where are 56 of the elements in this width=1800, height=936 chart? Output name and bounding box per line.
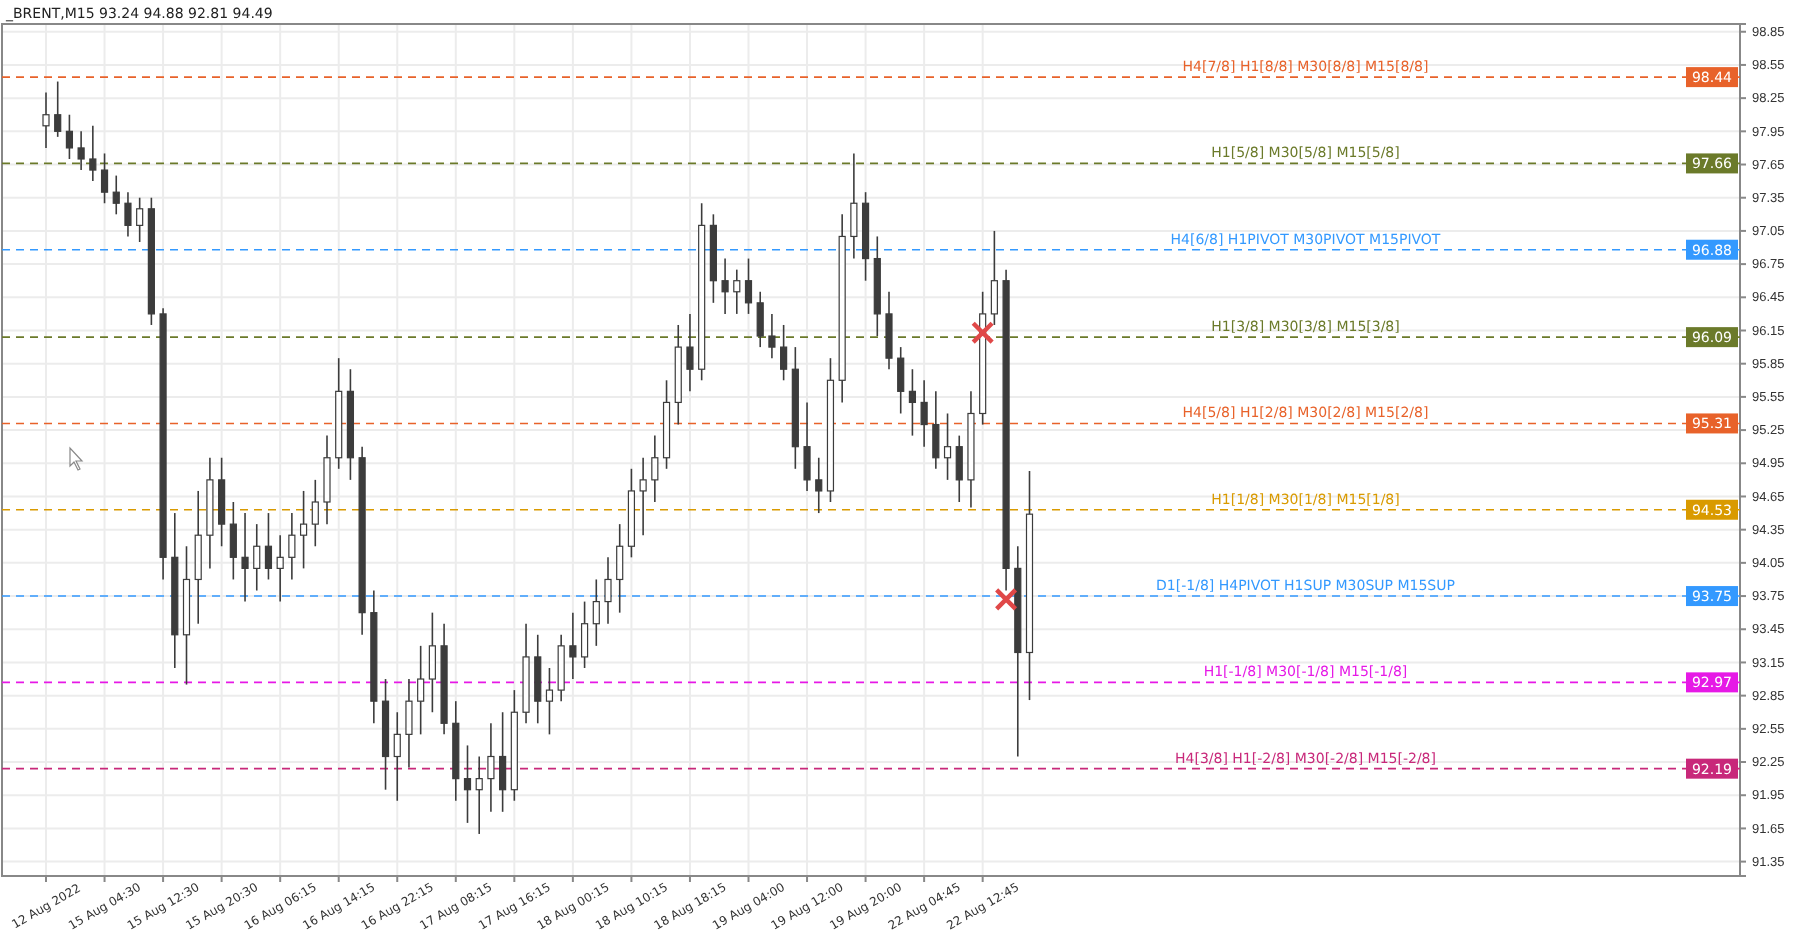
candlestick xyxy=(77,130,85,171)
candlestick xyxy=(218,456,226,548)
candlestick xyxy=(288,512,296,581)
candlestick xyxy=(393,711,401,802)
candlestick xyxy=(54,80,62,138)
candlestick xyxy=(990,230,998,326)
candlestick xyxy=(417,645,425,736)
candlestick xyxy=(639,456,647,536)
candlestick xyxy=(885,290,893,371)
candlestick xyxy=(768,313,776,359)
candlestick xyxy=(604,556,612,625)
candlestick xyxy=(463,744,472,824)
candlestick xyxy=(580,600,589,669)
candlestick xyxy=(253,523,261,592)
candlestick xyxy=(908,368,917,437)
candlestick xyxy=(136,196,144,243)
candlestick xyxy=(42,91,50,149)
candlestick xyxy=(955,434,963,503)
candlestick xyxy=(475,755,483,835)
candlestick xyxy=(323,434,331,525)
candlestick xyxy=(311,479,319,548)
candlestick xyxy=(557,633,565,702)
candlestick xyxy=(780,324,788,382)
candlestick xyxy=(897,346,905,415)
candlestick xyxy=(194,490,202,625)
candlestick xyxy=(276,534,284,603)
candlestick xyxy=(932,390,940,470)
candlestick xyxy=(299,490,308,570)
candlestick xyxy=(241,512,249,603)
candlestick xyxy=(616,523,624,614)
candlestick xyxy=(124,191,132,238)
candlestick xyxy=(100,152,109,205)
candlestick xyxy=(405,678,413,769)
candlestick xyxy=(229,501,237,581)
candlestick xyxy=(744,257,753,315)
candlestick xyxy=(815,456,823,514)
candlestick xyxy=(733,268,741,315)
candlestick xyxy=(756,290,764,348)
candlestick xyxy=(943,412,952,481)
candlestick xyxy=(592,578,600,647)
candlestick xyxy=(569,611,577,680)
candlestick xyxy=(803,401,811,492)
candlestick xyxy=(721,257,729,315)
candlestick xyxy=(428,611,436,714)
candlestick xyxy=(65,113,74,160)
candlestick xyxy=(534,633,542,725)
candlestick xyxy=(545,667,554,736)
candlestick xyxy=(89,125,97,182)
candlestick xyxy=(686,313,694,393)
candlestick xyxy=(487,722,495,813)
candlestick xyxy=(920,379,928,448)
candlestick xyxy=(499,711,507,813)
candlestick xyxy=(850,152,858,260)
candlestick xyxy=(651,434,659,503)
candlestick xyxy=(264,512,273,581)
candlestick xyxy=(112,174,120,216)
